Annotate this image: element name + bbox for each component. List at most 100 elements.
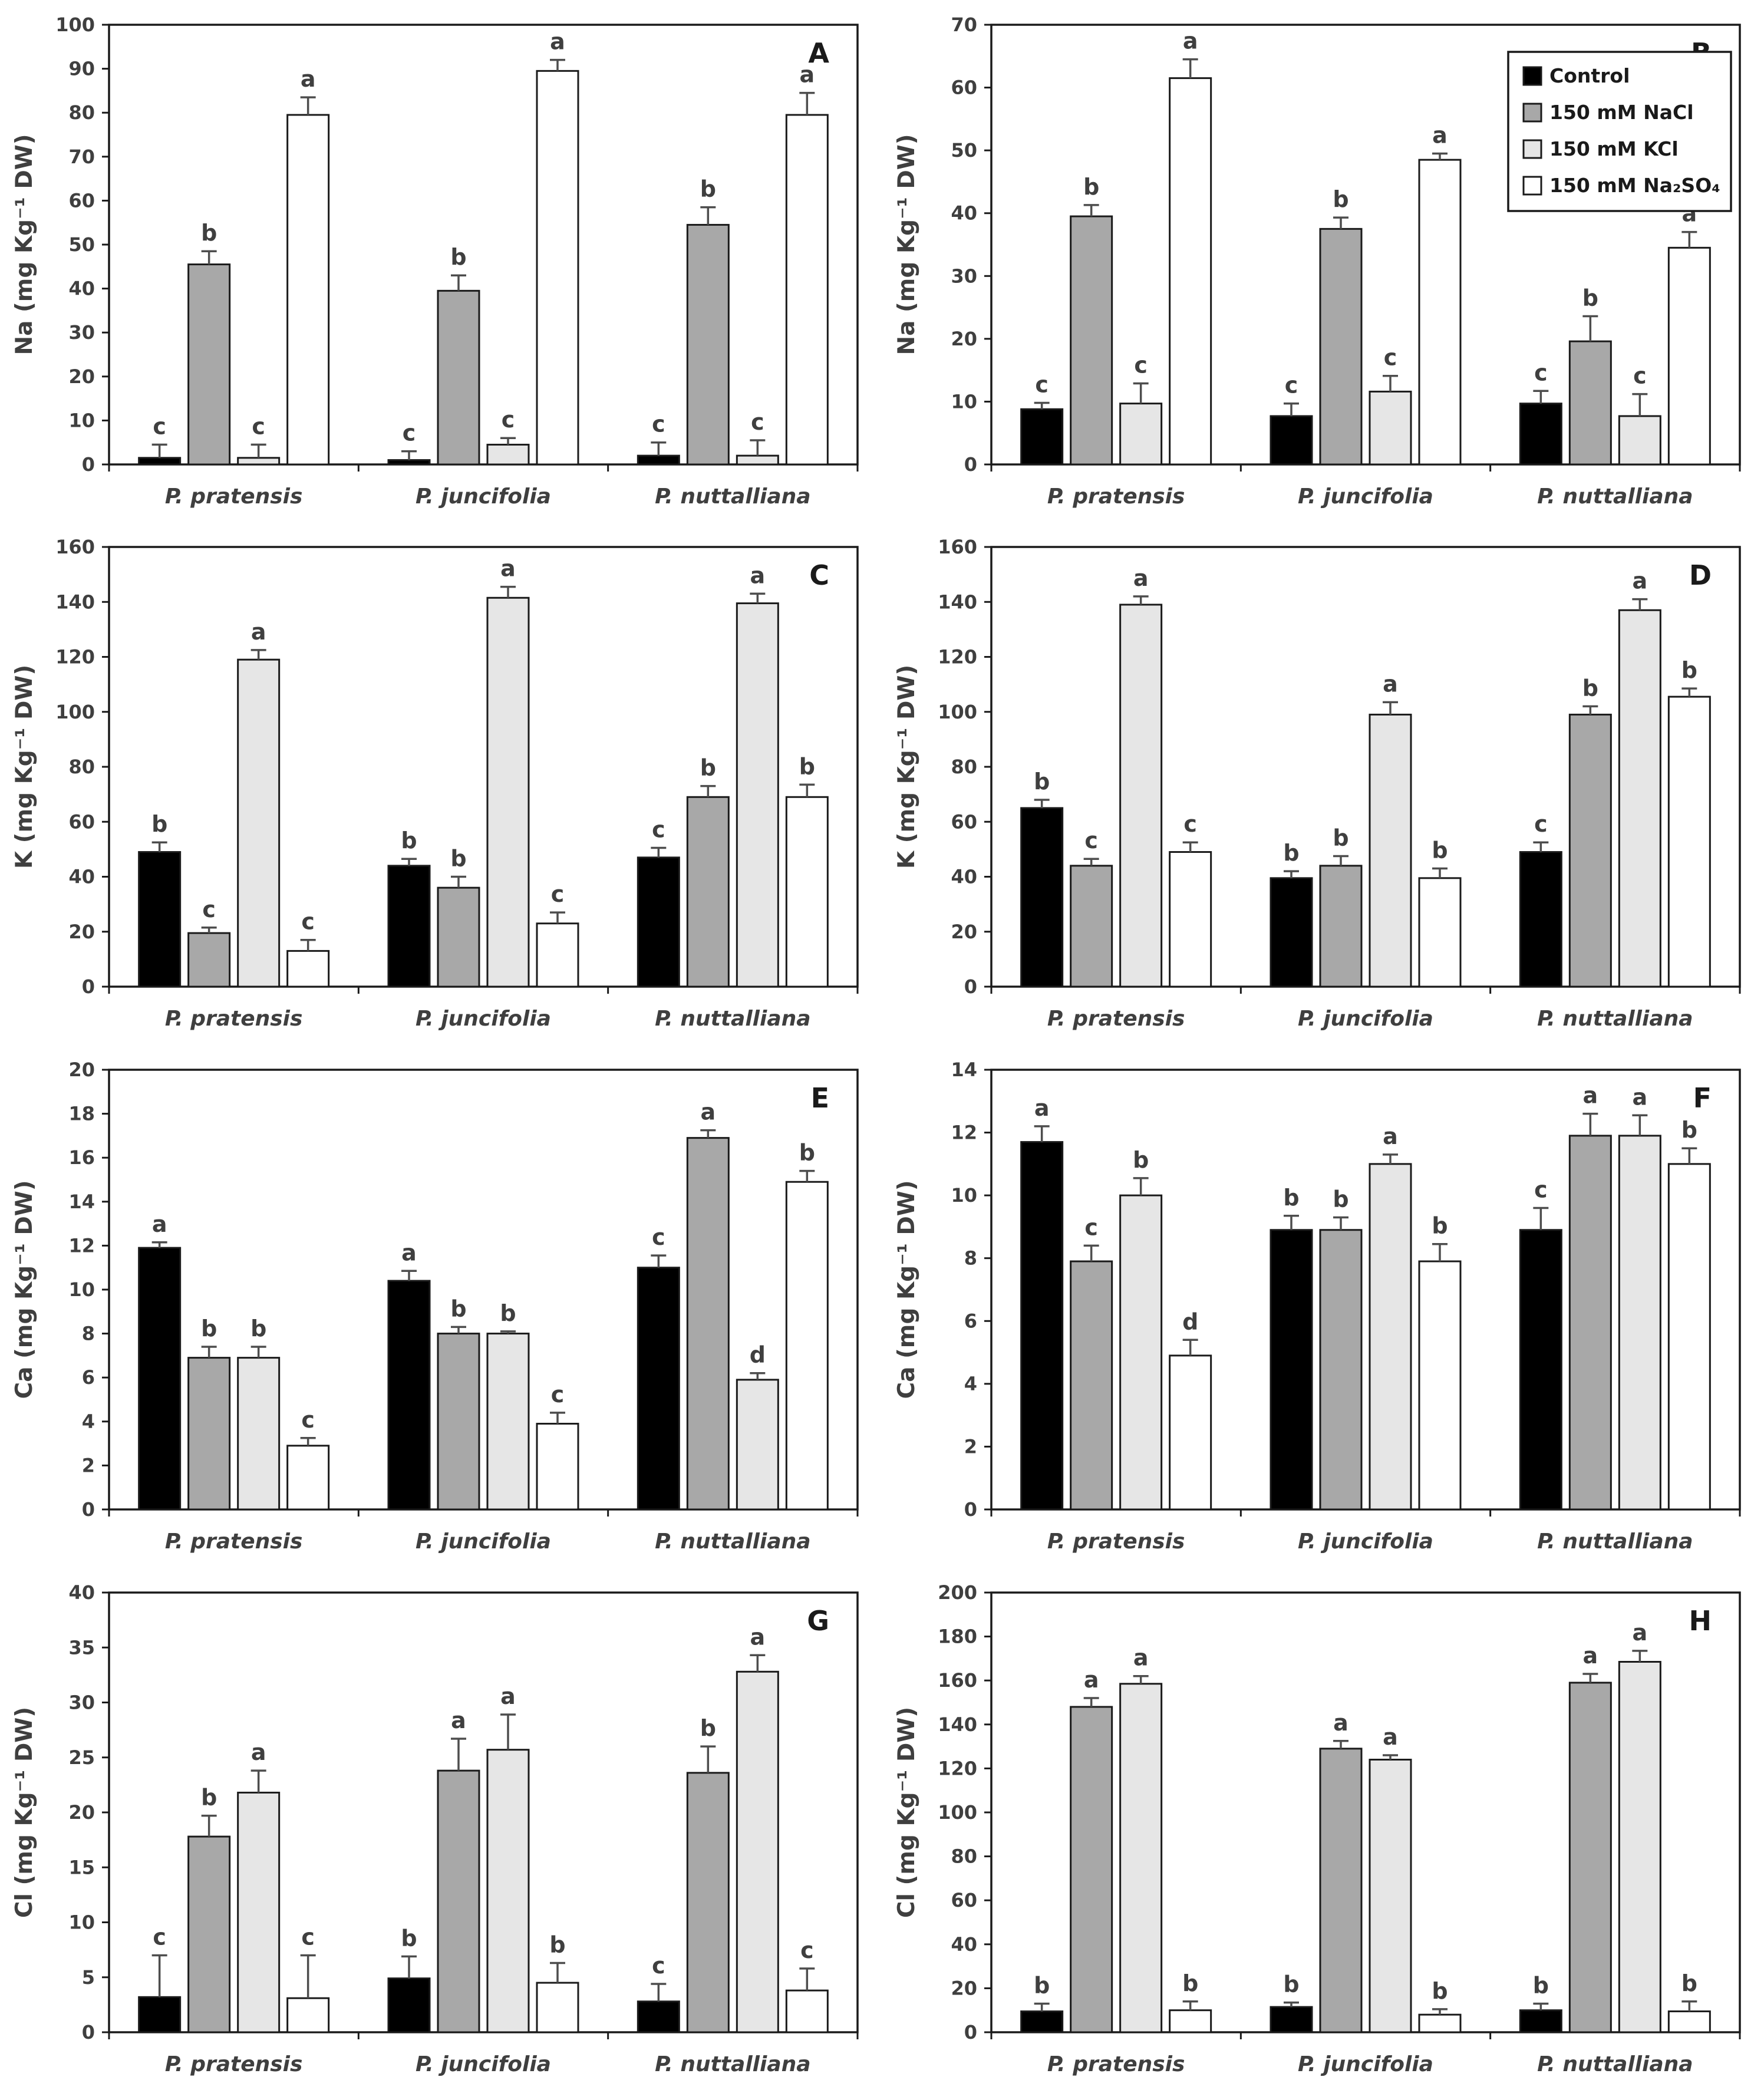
significance-letter: c — [1633, 363, 1647, 389]
category-label: P. pratensis — [1047, 1007, 1185, 1031]
significance-letter: a — [1133, 565, 1149, 591]
bar-150-mM-KCl-P.-pratensis — [1119, 1683, 1163, 2033]
category-label: P. pratensis — [165, 1007, 303, 1031]
panel-letter: E — [811, 1082, 829, 1114]
significance-letter: b — [700, 755, 716, 781]
bar-Control-P.-juncifolia — [1270, 877, 1313, 988]
y-tick-label: 100 — [938, 1801, 977, 1824]
category-label: P. nuttalliana — [1537, 1007, 1693, 1031]
bar-chart-panel-C: 0 20 40 60 80 100 120 140 160 b b c c b b a a a c c b P. prat… — [11, 536, 859, 1031]
y-tick-label: 30 — [68, 1692, 95, 1714]
significance-letter: b — [151, 811, 167, 837]
y-tick-label: 12 — [68, 1234, 95, 1257]
bar-Control-P.-nuttalliana — [637, 856, 680, 988]
bar-chart-panel-F: 0 2 4 6 8 10 12 14 a b c c b a b a a d b b P. pratensis P. ju… — [893, 1059, 1741, 1554]
plot-border — [990, 24, 1741, 466]
significance-letter: c — [751, 409, 764, 435]
bar-150-mM-Na₂SO₄-P.-juncifolia — [536, 70, 579, 466]
significance-letter: c — [1534, 360, 1548, 385]
y-tick-label: 140 — [938, 1713, 977, 1736]
y-tick-label: 70 — [951, 14, 977, 36]
category-label: P. juncifolia — [1298, 484, 1433, 509]
significance-letter: a — [1383, 1123, 1398, 1149]
y-tick-label: 10 — [68, 409, 95, 431]
category-label: P. juncifolia — [1298, 2052, 1433, 2076]
significance-letter: c — [652, 1224, 665, 1250]
significance-letter: b — [500, 1300, 516, 1326]
y-tick-label: 40 — [951, 866, 977, 888]
legend-label: 150 mM NaCl — [1549, 101, 1694, 124]
significance-letter: c — [1134, 352, 1148, 378]
bar-Control-P.-nuttalliana — [637, 1267, 680, 1511]
significance-letter: b — [1432, 1213, 1448, 1239]
legend-box — [1507, 51, 1732, 212]
y-tick-label: 25 — [68, 1746, 95, 1769]
y-tick-label: 6 — [82, 1366, 95, 1389]
bar-Control-P.-pratensis — [1020, 807, 1064, 988]
significance-letter: c — [1384, 345, 1397, 371]
bar-150-mM-KCl-P.-pratensis — [237, 457, 281, 466]
bar-150-mM-Na₂SO₄-P.-nuttalliana — [1667, 695, 1711, 988]
bar-Control-P.-juncifolia — [387, 1280, 431, 1511]
y-tick-label: 20 — [951, 921, 977, 943]
y-tick-label: 160 — [55, 536, 95, 558]
panel-C: 0 20 40 60 80 100 120 140 160 b b c c b b a a a c c b P. prat… — [0, 522, 882, 1044]
y-tick-label: 2 — [964, 1435, 977, 1458]
bar-150-mM-NaCl-P.-pratensis — [187, 1357, 231, 1511]
bar-150-mM-KCl-P.-juncifolia — [486, 1749, 530, 2033]
panel-F: 0 2 4 6 8 10 12 14 a b c c b a b a a d b b P. pratensis P. ju… — [882, 1045, 1764, 1567]
bar-150-mM-KCl-P.-nuttalliana — [736, 1379, 779, 1511]
bar-chart-panel-G: 0 5 10 15 20 25 30 35 40 c b c b a b a a a c b c P. pratensis… — [11, 1581, 859, 2076]
bar-150-mM-KCl-P.-nuttalliana — [1618, 415, 1661, 466]
bar-Control-P.-juncifolia — [387, 459, 431, 466]
bar-150-mM-NaCl-P.-juncifolia — [437, 289, 480, 466]
bar-150-mM-KCl-P.-pratensis — [1119, 604, 1163, 988]
significance-letter: c — [1183, 811, 1197, 837]
significance-letter: c — [1084, 1214, 1098, 1240]
panel-D: 0 20 40 60 80 100 120 140 160 b b c c b b a a a c b b P. prat… — [882, 522, 1764, 1044]
bar-Control-P.-nuttalliana — [1519, 1229, 1562, 1511]
y-tick-label: 8 — [82, 1323, 95, 1345]
y-tick-label: 60 — [951, 77, 977, 99]
y-tick-label: 80 — [951, 756, 977, 778]
bar-150-mM-Na₂SO₄-P.-juncifolia — [536, 1982, 579, 2033]
bar-150-mM-NaCl-P.-pratensis — [1070, 1260, 1113, 1511]
significance-letter: c — [252, 413, 265, 439]
bar-150-mM-Na₂SO₄-P.-juncifolia — [1418, 2013, 1462, 2033]
y-tick-label: 180 — [938, 1626, 977, 1648]
significance-letter: b — [799, 1140, 815, 1166]
significance-letter: a — [1633, 568, 1648, 594]
y-tick-label: 160 — [938, 536, 977, 558]
bar-Control-P.-nuttalliana — [1519, 851, 1562, 988]
bar-150-mM-Na₂SO₄-P.-pratensis — [1169, 851, 1212, 988]
bar-150-mM-NaCl-P.-nuttalliana — [1568, 1135, 1612, 1511]
significance-letter: b — [1681, 1117, 1697, 1143]
bar-Control-P.-nuttalliana — [637, 454, 680, 466]
y-tick-label: 40 — [951, 1933, 977, 1956]
legend-label: 150 mM Na₂SO₄ — [1549, 174, 1720, 197]
bar-150-mM-Na₂SO₄-P.-pratensis — [286, 1445, 330, 1511]
category-label: P. nuttalliana — [1537, 484, 1693, 509]
significance-letter: c — [301, 1407, 315, 1433]
bar-chart-panel-A: 0 10 20 30 40 50 60 70 80 90 100 c c c b b b c c c a a a P. pra… — [11, 14, 859, 509]
category-label: P. juncifolia — [416, 1529, 551, 1554]
y-tick-label: 0 — [964, 975, 977, 998]
panel-letter: C — [809, 559, 829, 591]
y-axis-title: Na (mg Kg⁻¹ DW) — [893, 134, 920, 355]
y-axis-title: Na (mg Kg⁻¹ DW) — [11, 134, 38, 355]
bar-150-mM-KCl-P.-juncifolia — [1369, 713, 1412, 988]
bar-150-mM-NaCl-P.-juncifolia — [1319, 865, 1363, 988]
y-tick-label: 10 — [951, 390, 977, 413]
significance-letter: c — [301, 909, 315, 935]
y-tick-label: 20 — [951, 1977, 977, 1999]
y-tick-label: 100 — [55, 14, 95, 36]
significance-letter: c — [502, 407, 515, 433]
y-tick-label: 120 — [938, 1757, 977, 1779]
bar-150-mM-NaCl-P.-pratensis — [187, 263, 231, 466]
panel-letter: G — [807, 1605, 829, 1637]
bar-150-mM-Na₂SO₄-P.-nuttalliana — [1667, 2010, 1711, 2033]
significance-letter: a — [251, 1739, 266, 1765]
panel-letter: H — [1689, 1605, 1712, 1637]
bar-150-mM-NaCl-P.-nuttalliana — [1568, 713, 1612, 988]
